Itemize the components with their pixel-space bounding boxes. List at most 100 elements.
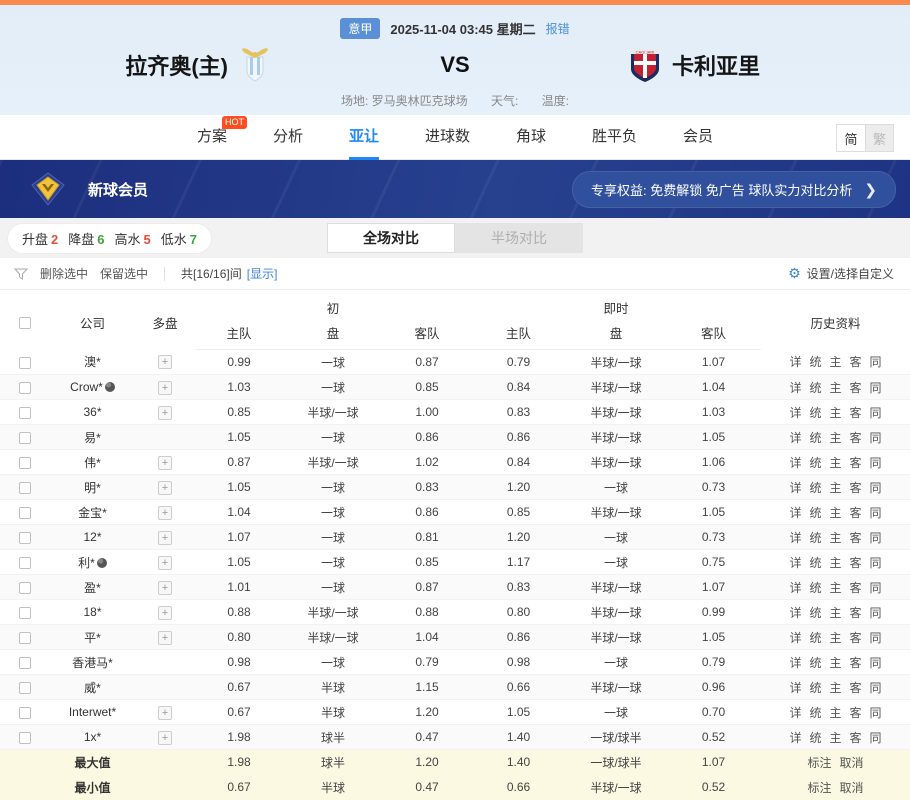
row-checkbox[interactable] <box>19 531 31 544</box>
history-away-link[interactable]: 客 <box>849 580 862 595</box>
expand-multi-button[interactable]: + <box>158 605 172 620</box>
history-stats-link[interactable]: 统 <box>809 480 822 495</box>
row-checkbox[interactable] <box>19 406 31 419</box>
history-detail-link[interactable]: 详 <box>789 505 802 520</box>
row-checkbox[interactable] <box>19 431 31 444</box>
history-home-link[interactable]: 主 <box>829 630 842 645</box>
expand-multi-button[interactable]: + <box>158 705 172 720</box>
row-checkbox[interactable] <box>19 631 31 644</box>
history-stats-link[interactable]: 统 <box>809 730 822 745</box>
history-detail-link[interactable]: 详 <box>789 730 802 745</box>
history-same-link[interactable]: 同 <box>869 480 882 495</box>
history-away-link[interactable]: 客 <box>849 355 862 370</box>
row-checkbox[interactable] <box>19 731 31 744</box>
history-away-link[interactable]: 客 <box>849 380 862 395</box>
history-away-link[interactable]: 客 <box>849 605 862 620</box>
history-same-link[interactable]: 同 <box>869 380 882 395</box>
history-home-link[interactable]: 主 <box>829 430 842 445</box>
history-detail-link[interactable]: 详 <box>789 530 802 545</box>
history-home-link[interactable]: 主 <box>829 455 842 470</box>
mark-link[interactable]: 标注 <box>807 780 832 795</box>
history-detail-link[interactable]: 详 <box>789 480 802 495</box>
select-all-checkbox[interactable] <box>19 316 31 329</box>
history-stats-link[interactable]: 统 <box>809 555 822 570</box>
expand-multi-button[interactable]: + <box>158 555 172 570</box>
row-checkbox[interactable] <box>19 606 31 619</box>
history-same-link[interactable]: 同 <box>869 355 882 370</box>
history-same-link[interactable]: 同 <box>869 680 882 695</box>
tab-plan[interactable]: 方案 HOT <box>197 115 247 160</box>
history-stats-link[interactable]: 统 <box>809 505 822 520</box>
history-away-link[interactable]: 客 <box>849 480 862 495</box>
league-badge[interactable]: 意甲 <box>340 18 381 39</box>
history-detail-link[interactable]: 详 <box>789 430 802 445</box>
lang-simplified-button[interactable]: 简 <box>837 125 865 151</box>
history-home-link[interactable]: 主 <box>829 730 842 745</box>
history-home-link[interactable]: 主 <box>829 555 842 570</box>
expand-multi-button[interactable]: + <box>158 405 172 420</box>
history-stats-link[interactable]: 统 <box>809 680 822 695</box>
history-same-link[interactable]: 同 <box>869 430 882 445</box>
history-away-link[interactable]: 客 <box>849 505 862 520</box>
row-checkbox[interactable] <box>19 581 31 594</box>
tab-asian-handicap[interactable]: 亚让 <box>348 115 379 160</box>
history-same-link[interactable]: 同 <box>869 730 882 745</box>
history-away-link[interactable]: 客 <box>849 680 862 695</box>
history-home-link[interactable]: 主 <box>829 580 842 595</box>
history-stats-link[interactable]: 统 <box>809 630 822 645</box>
history-away-link[interactable]: 客 <box>849 730 862 745</box>
tab-1x2[interactable]: 胜平负 <box>592 127 638 145</box>
history-detail-link[interactable]: 详 <box>789 705 802 720</box>
vip-promo-button[interactable]: 专享权益: 免费解锁 免广告 球队实力对比分析 ❯ <box>571 171 896 208</box>
history-stats-link[interactable]: 统 <box>809 380 822 395</box>
history-same-link[interactable]: 同 <box>869 605 882 620</box>
expand-multi-button[interactable]: + <box>158 580 172 595</box>
history-away-link[interactable]: 客 <box>849 530 862 545</box>
report-error-link[interactable]: 报错 <box>545 22 570 36</box>
history-detail-link[interactable]: 详 <box>789 555 802 570</box>
history-stats-link[interactable]: 统 <box>809 355 822 370</box>
settings-button[interactable]: ⚙ 设置/选择自定义 <box>788 265 894 282</box>
history-detail-link[interactable]: 详 <box>789 405 802 420</box>
history-same-link[interactable]: 同 <box>869 505 882 520</box>
history-same-link[interactable]: 同 <box>869 630 882 645</box>
history-home-link[interactable]: 主 <box>829 680 842 695</box>
history-home-link[interactable]: 主 <box>829 380 842 395</box>
expand-multi-button[interactable]: + <box>158 730 172 745</box>
tab-corners[interactable]: 角球 <box>516 127 547 145</box>
history-home-link[interactable]: 主 <box>829 530 842 545</box>
history-same-link[interactable]: 同 <box>869 405 882 420</box>
history-stats-link[interactable]: 统 <box>809 655 822 670</box>
history-same-link[interactable]: 同 <box>869 530 882 545</box>
row-checkbox[interactable] <box>19 381 31 394</box>
history-same-link[interactable]: 同 <box>869 655 882 670</box>
history-home-link[interactable]: 主 <box>829 505 842 520</box>
vip-banner[interactable]: 新球会员 专享权益: 免费解锁 免广告 球队实力对比分析 ❯ <box>0 160 910 218</box>
tab-analysis[interactable]: 分析 <box>272 127 303 145</box>
history-detail-link[interactable]: 详 <box>789 605 802 620</box>
row-checkbox[interactable] <box>19 456 31 469</box>
expand-multi-button[interactable]: + <box>158 455 172 470</box>
cancel-link[interactable]: 取消 <box>839 755 864 770</box>
history-home-link[interactable]: 主 <box>829 605 842 620</box>
history-home-link[interactable]: 主 <box>829 355 842 370</box>
history-away-link[interactable]: 客 <box>849 705 862 720</box>
history-detail-link[interactable]: 详 <box>789 580 802 595</box>
delete-selected-button[interactable]: 删除选中 <box>40 267 89 281</box>
row-checkbox[interactable] <box>19 356 31 369</box>
expand-multi-button[interactable]: + <box>158 530 172 545</box>
history-stats-link[interactable]: 统 <box>809 530 822 545</box>
row-checkbox[interactable] <box>19 656 31 669</box>
expand-multi-button[interactable]: + <box>158 355 172 370</box>
history-detail-link[interactable]: 详 <box>789 455 802 470</box>
history-home-link[interactable]: 主 <box>829 480 842 495</box>
history-away-link[interactable]: 客 <box>849 455 862 470</box>
history-stats-link[interactable]: 统 <box>809 430 822 445</box>
history-stats-link[interactable]: 统 <box>809 605 822 620</box>
history-away-link[interactable]: 客 <box>849 405 862 420</box>
history-home-link[interactable]: 主 <box>829 405 842 420</box>
history-same-link[interactable]: 同 <box>869 580 882 595</box>
row-checkbox[interactable] <box>19 681 31 694</box>
tab-half-match-compare[interactable]: 半场对比 <box>455 223 583 253</box>
mark-link[interactable]: 标注 <box>807 755 832 770</box>
